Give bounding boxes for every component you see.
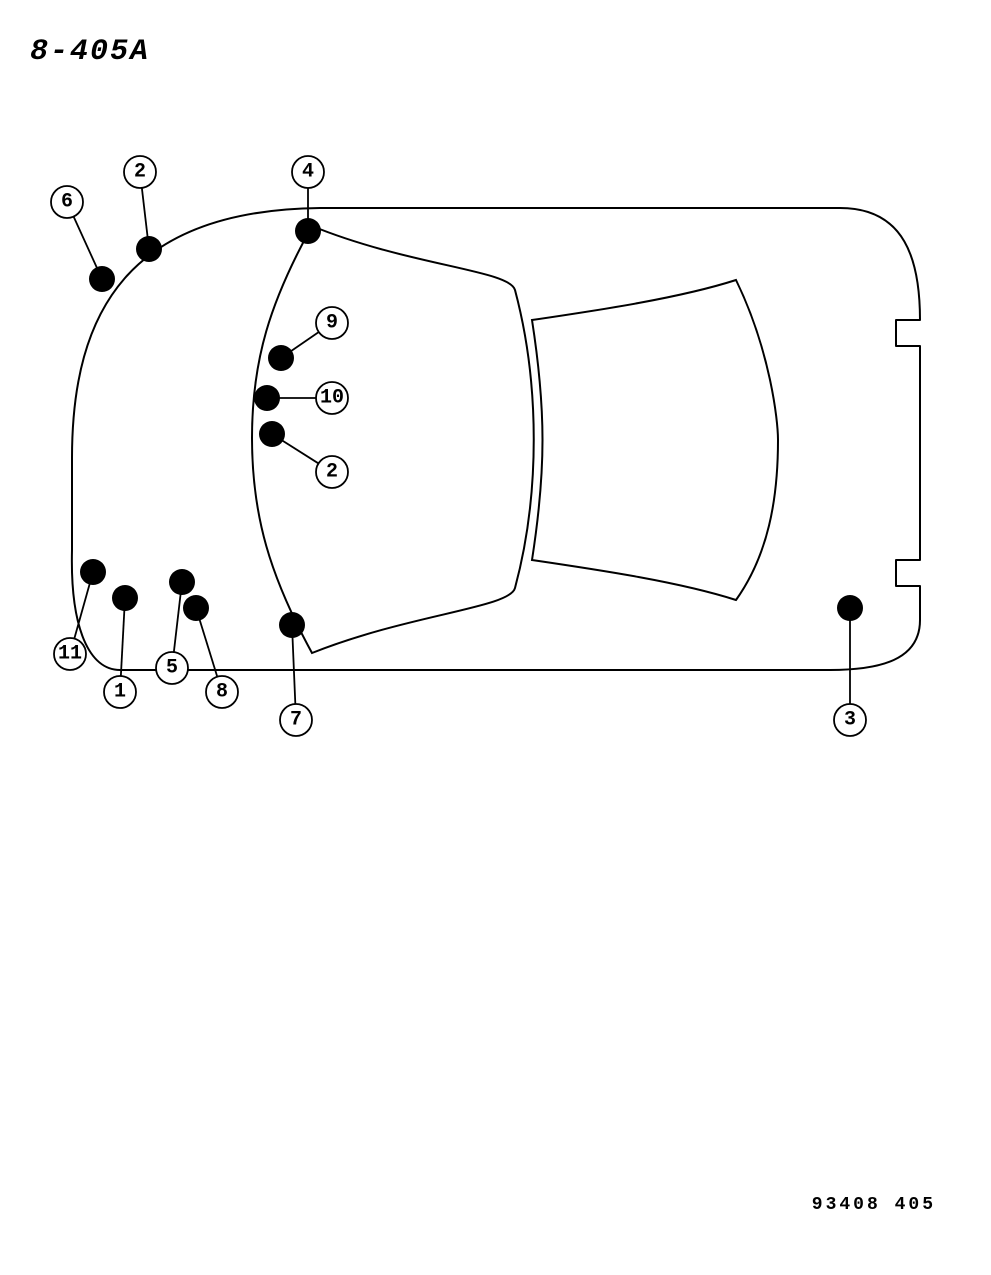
callout-point (279, 612, 305, 638)
callout-point (80, 559, 106, 585)
callout-point (268, 345, 294, 371)
callout-label: 10 (320, 387, 344, 410)
callout-point (259, 421, 285, 447)
callout-label: 2 (326, 461, 338, 484)
diagram-page: 8-405A 26491021115873 93408 405 (0, 0, 991, 1275)
callout-point (254, 385, 280, 411)
callout-point (837, 595, 863, 621)
callout-point (295, 218, 321, 244)
callout-2b: 2 (259, 421, 348, 488)
callout-10: 10 (254, 382, 348, 414)
callout-6: 6 (51, 186, 115, 292)
callout-point (136, 236, 162, 262)
callout-5: 5 (156, 569, 195, 684)
callout-label: 6 (61, 191, 73, 214)
car-diagram: 26491021115873 (0, 0, 991, 1275)
car-cabin (252, 226, 534, 653)
callout-4: 4 (292, 156, 324, 244)
callout-9: 9 (268, 307, 348, 371)
callout-3: 3 (834, 595, 866, 736)
callout-label: 11 (58, 643, 82, 666)
footer-code: 93408 405 (812, 1195, 936, 1215)
callout-2a: 2 (124, 156, 162, 262)
callout-label: 9 (326, 312, 338, 335)
callout-label: 2 (134, 161, 146, 184)
callout-1: 1 (104, 585, 138, 708)
callout-label: 7 (290, 709, 302, 732)
callout-label: 3 (844, 709, 856, 732)
callout-point (169, 569, 195, 595)
callout-point (183, 595, 209, 621)
callout-label: 8 (216, 681, 228, 704)
callout-label: 5 (166, 657, 178, 680)
callout-8: 8 (183, 595, 238, 708)
callout-11: 11 (54, 559, 106, 670)
callout-label: 1 (114, 681, 126, 704)
callout-point (89, 266, 115, 292)
callout-7: 7 (279, 612, 312, 736)
car-rear-window (532, 280, 778, 600)
callout-label: 4 (302, 161, 314, 184)
callout-point (112, 585, 138, 611)
